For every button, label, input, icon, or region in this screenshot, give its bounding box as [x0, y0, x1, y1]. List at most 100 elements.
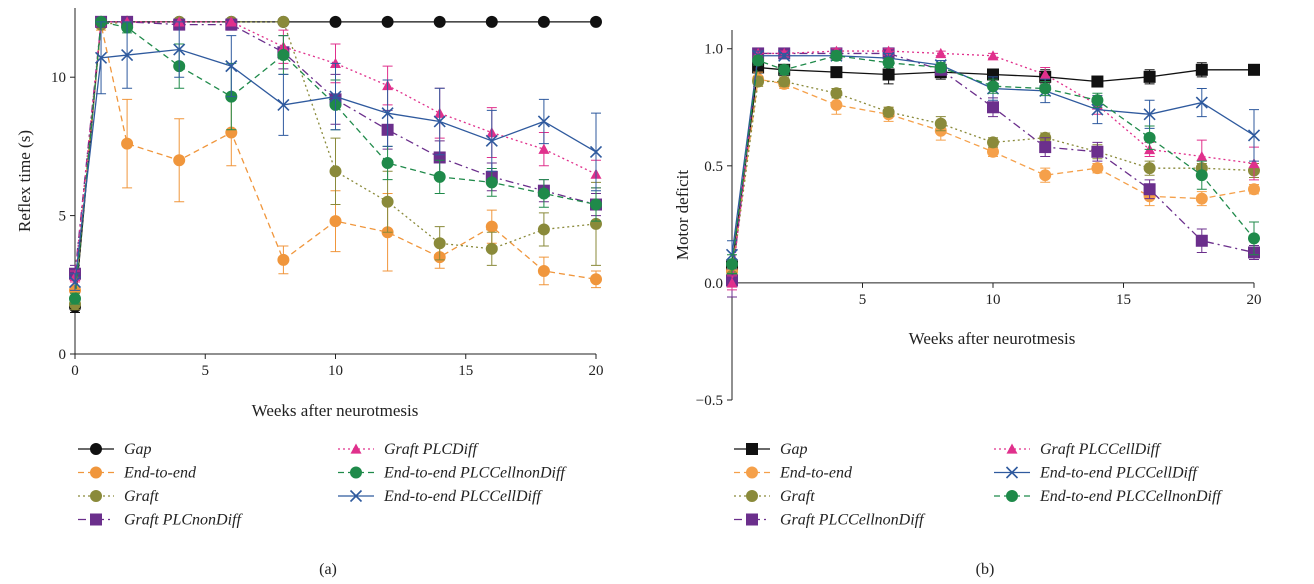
legend-marker	[746, 466, 758, 479]
data-point	[94, 51, 108, 64]
legend-label: Gap	[124, 441, 152, 458]
data-point	[1091, 75, 1104, 88]
legend-marker	[1005, 466, 1019, 479]
x-tick-label: 15	[1116, 292, 1131, 308]
data-point	[277, 253, 290, 266]
data-point	[69, 292, 81, 305]
data-point	[381, 15, 394, 28]
legend-marker	[1006, 490, 1018, 502]
data-point	[1091, 103, 1104, 116]
legend-marker	[349, 489, 363, 503]
data-point	[121, 137, 134, 150]
y-tick-label: −0.5	[696, 393, 723, 409]
legend-item: Graft	[78, 488, 159, 505]
data-point	[1248, 232, 1260, 245]
legend-marker	[746, 513, 758, 526]
data-point	[485, 176, 498, 189]
data-point	[1248, 183, 1260, 196]
data-point	[726, 277, 738, 288]
y-axis-label: Motor deficit	[673, 170, 692, 260]
data-point	[1195, 192, 1208, 205]
legend-item: End-to-end PLCCellnonDiff	[994, 488, 1223, 505]
data-point	[537, 264, 550, 277]
data-point	[381, 157, 394, 170]
legend-marker	[90, 466, 102, 479]
data-point	[433, 15, 446, 28]
legend-label: Graft	[780, 488, 815, 505]
legend-marker	[90, 443, 102, 455]
data-point	[1195, 96, 1208, 109]
data-point	[778, 75, 791, 88]
data-point	[329, 165, 342, 178]
legend-item: Graft PLCCellDiff	[994, 441, 1162, 458]
panel-label: (b)	[976, 561, 995, 578]
data-point	[1248, 63, 1260, 76]
data-point	[1196, 150, 1208, 162]
data-point	[935, 47, 947, 59]
data-point	[882, 68, 895, 81]
data-point	[778, 49, 791, 62]
data-point	[485, 15, 498, 28]
x-axis-label: Weeks after neurotmesis	[909, 329, 1076, 348]
data-point	[882, 56, 895, 69]
data-point	[1143, 108, 1156, 121]
y-tick-label: 1.0	[704, 42, 723, 58]
legend-label: End-to-end	[123, 465, 197, 482]
series-line	[74, 21, 597, 305]
legend-marker	[746, 490, 758, 502]
data-point	[934, 117, 947, 130]
data-point	[433, 115, 446, 128]
data-point	[1143, 162, 1156, 175]
series-line	[74, 21, 597, 277]
data-point	[1143, 70, 1156, 83]
legend-item: End-to-end PLCCellDiff	[338, 488, 543, 505]
data-point	[329, 90, 342, 103]
series-line	[74, 48, 597, 283]
legend-label: End-to-end	[779, 465, 853, 482]
data-point	[381, 107, 394, 120]
data-point	[381, 195, 394, 208]
data-point	[225, 60, 238, 73]
legend-marker	[746, 443, 758, 455]
data-point	[485, 220, 498, 233]
legend: Gap End-to-end Graft Graft PLCCellnonDiff Gr…	[734, 441, 1223, 529]
legend-label: End-to-end PLCCellDiff	[1039, 465, 1199, 482]
data-point	[537, 187, 550, 200]
chart-panel-b: 5 10 15 20 −0.5 0.0 0.5 1.0 Weeks after neurotme…	[673, 30, 1262, 578]
legend-marker	[350, 466, 362, 479]
y-tick-label: 10	[51, 70, 66, 86]
data-point	[537, 15, 550, 28]
x-tick-label: 20	[1247, 292, 1262, 308]
data-point	[1091, 162, 1104, 175]
data-point	[987, 50, 999, 61]
chart-panel-a: 0 5 10 15 20 0 5 10 Weeks after neurotmesis Refle…	[15, 8, 604, 578]
legend-label: End-to-end PLCCellnonDiff	[383, 465, 567, 482]
legend-item: End-to-end	[78, 465, 197, 482]
data-point	[329, 215, 342, 228]
series-end-to-end-plccelldiff	[68, 21, 603, 291]
data-point	[329, 15, 342, 28]
legend-item: End-to-end	[734, 465, 853, 482]
legend-item: Graft	[734, 488, 815, 505]
data-point	[225, 16, 237, 27]
panel-label: (a)	[319, 561, 337, 578]
y-tick-label: 0	[59, 347, 67, 363]
data-point	[882, 105, 895, 118]
legend-item: Graft PLCnonDiff	[78, 512, 243, 529]
data-point	[987, 80, 999, 93]
legend-label: Graft PLCDiff	[384, 441, 479, 458]
data-point	[1039, 141, 1052, 154]
data-point	[1195, 234, 1208, 247]
data-point	[173, 154, 186, 167]
y-tick-label: 5	[59, 209, 67, 225]
data-point	[537, 115, 550, 128]
legend: Gap End-to-end Graft Graft PLCnonDiff Graft …	[78, 441, 567, 529]
x-tick-label: 5	[859, 292, 867, 308]
data-point	[485, 242, 498, 255]
x-tick-label: 10	[328, 363, 343, 379]
data-point	[1039, 82, 1052, 95]
x-tick-label: 0	[71, 363, 79, 379]
data-point	[1091, 94, 1104, 107]
legend-item: Graft PLCDiff	[338, 441, 479, 458]
data-point	[433, 237, 446, 250]
